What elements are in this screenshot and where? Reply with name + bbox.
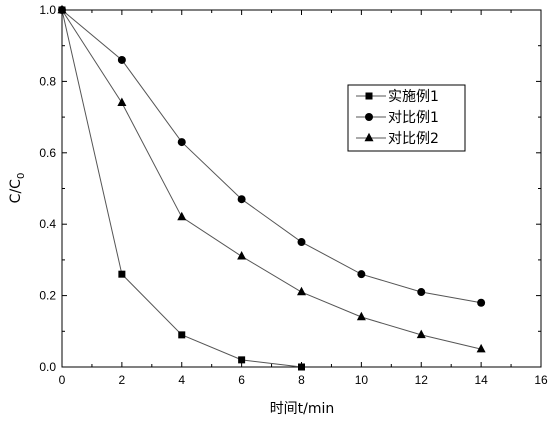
svg-text:C/C0: C/C0: [8, 173, 27, 204]
series-line-1: [61, 9, 302, 368]
data-point-1: [238, 356, 246, 364]
data-point-3: [356, 311, 366, 321]
legend-marker-square: [365, 92, 373, 100]
data-point-2: [237, 195, 246, 204]
data-point-3: [57, 4, 67, 14]
y-tick-label: 0.2: [39, 289, 56, 303]
legend-label: 实施例1: [388, 89, 439, 105]
legend-label: 对比例2: [388, 131, 439, 147]
series-line-3: [61, 9, 482, 350]
x-tick-label: 12: [415, 373, 429, 387]
legend-marker-triangle: [364, 132, 374, 142]
data-point-3: [416, 329, 426, 339]
data-point-2: [357, 270, 366, 279]
data-point-2: [177, 138, 186, 147]
data-point-2: [117, 55, 126, 64]
legend-label: 对比例1: [388, 110, 439, 126]
plot-border: [61, 9, 542, 368]
x-tick-label: 0: [59, 373, 66, 387]
x-axis-ticks: 0 2 4 6 8 10 12 14 16: [59, 10, 548, 387]
y-axis-title-main: C/C: [8, 179, 24, 203]
y-tick-label: 0.0: [39, 360, 56, 374]
data-point-2: [477, 298, 486, 307]
x-tick-label: 16: [534, 373, 548, 387]
legend: 实施例1 对比例1 对比例2: [347, 84, 466, 152]
x-axis-title: 时间t/min: [270, 401, 335, 417]
data-point-2: [297, 238, 306, 247]
data-point-2: [417, 288, 426, 297]
y-tick-label: 1.0: [39, 3, 56, 17]
y-axis-ticks: 0.0 0.2 0.4 0.6 0.8 1.0: [39, 3, 541, 374]
data-point-1: [178, 331, 186, 339]
y-tick-label: 0.4: [39, 217, 56, 231]
y-axis-title-subscript: 0: [16, 173, 27, 179]
x-tick-label: 8: [298, 373, 305, 387]
series-lines: [61, 9, 482, 368]
x-tick-label: 6: [238, 373, 245, 387]
data-point-3: [177, 211, 187, 221]
y-tick-label: 0.6: [39, 146, 56, 160]
series-markers: [57, 4, 486, 371]
y-tick-label: 0.8: [39, 74, 56, 88]
plot-frame: [61, 9, 542, 368]
legend-marker-circle: [365, 113, 373, 121]
y-axis-title: C/C0: [8, 173, 27, 204]
data-point-1: [118, 270, 126, 278]
data-point-3: [297, 286, 306, 296]
data-point-3: [237, 251, 247, 260]
x-tick-label: 14: [474, 373, 488, 387]
data-point-3: [476, 343, 486, 353]
x-tick-label: 2: [119, 373, 126, 387]
x-tick-label: 4: [178, 373, 185, 387]
series-line-2: [61, 9, 482, 304]
x-tick-label: 10: [355, 373, 369, 387]
data-point-3: [117, 97, 127, 107]
